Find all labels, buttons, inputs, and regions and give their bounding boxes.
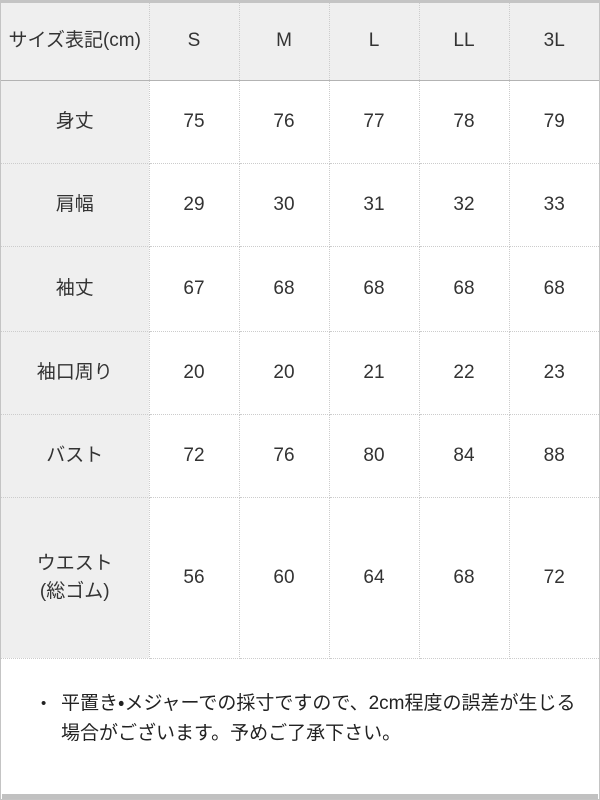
size-value-cell: 76	[238, 79, 330, 164]
size-value-cell: 68	[418, 496, 510, 659]
row-label-cuff-circumference: 袖口周り	[1, 330, 150, 415]
row-label-waist: ウエスト (総ゴム)	[1, 496, 150, 659]
horizontal-scrollbar[interactable]	[2, 794, 598, 799]
header-cell-size-label: サイズ表記(cm)	[1, 3, 150, 81]
size-value-cell: 23	[508, 330, 599, 415]
size-value-cell: 30	[238, 162, 330, 247]
size-value-cell: 21	[328, 330, 420, 415]
size-chart-table: サイズ表記(cm) S M L LL 3L 身丈 75 76 77 78 79 …	[1, 3, 599, 659]
size-value-cell: 68	[238, 245, 330, 332]
size-value-cell: 33	[508, 162, 599, 247]
row-label-bust: バスト	[1, 413, 150, 498]
header-cell-size-l: L	[328, 3, 420, 81]
size-value-cell: 79	[508, 79, 599, 164]
header-cell-size-m: M	[238, 3, 330, 81]
size-value-cell: 64	[328, 496, 420, 659]
size-value-cell: 29	[148, 162, 240, 247]
measurement-note-text: 平置き・メジャーでの採寸ですので、2cm程度の誤差が生じる場合がございます。予め…	[61, 692, 576, 744]
row-label-body-length: 身丈	[1, 79, 150, 164]
size-value-cell: 88	[508, 413, 599, 498]
size-value-cell: 77	[328, 79, 420, 164]
size-value-cell: 68	[328, 245, 420, 332]
table-row-bust: バスト 72 76 80 84 88	[1, 413, 599, 498]
header-row: サイズ表記(cm) S M L LL 3L	[1, 3, 599, 81]
size-value-cell: 84	[418, 413, 510, 498]
bullet-icon: •	[41, 694, 47, 712]
size-value-cell: 56	[148, 496, 240, 659]
size-value-cell: 78	[418, 79, 510, 164]
table-row-waist: ウエスト (総ゴム) 56 60 64 68 72	[1, 496, 599, 659]
size-value-cell: 76	[238, 413, 330, 498]
table-row-sleeve-length: 袖丈 67 68 68 68 68	[1, 245, 599, 332]
header-cell-size-3l: 3L	[508, 3, 599, 81]
row-label-sleeve-length: 袖丈	[1, 245, 150, 332]
table-row-shoulder-width: 肩幅 29 30 31 32 33	[1, 162, 599, 247]
size-value-cell: 75	[148, 79, 240, 164]
size-value-cell: 68	[508, 245, 599, 332]
size-value-cell: 60	[238, 496, 330, 659]
header-cell-size-ll: LL	[418, 3, 510, 81]
size-value-cell: 32	[418, 162, 510, 247]
size-value-cell: 20	[148, 330, 240, 415]
size-value-cell: 68	[418, 245, 510, 332]
size-value-cell: 72	[148, 413, 240, 498]
size-value-cell: 22	[418, 330, 510, 415]
size-value-cell: 20	[238, 330, 330, 415]
header-cell-size-s: S	[148, 3, 240, 81]
size-value-cell: 72	[508, 496, 599, 659]
size-value-cell: 80	[328, 413, 420, 498]
table-row-cuff-circumference: 袖口周り 20 20 21 22 23	[1, 330, 599, 415]
table-row-body-length: 身丈 75 76 77 78 79	[1, 79, 599, 164]
measurement-note: • 平置き・メジャーでの採寸ですので、2cm程度の誤差が生じる場合がございます。…	[41, 689, 585, 749]
size-value-cell: 67	[148, 245, 240, 332]
row-label-shoulder-width: 肩幅	[1, 162, 150, 247]
size-value-cell: 31	[328, 162, 420, 247]
